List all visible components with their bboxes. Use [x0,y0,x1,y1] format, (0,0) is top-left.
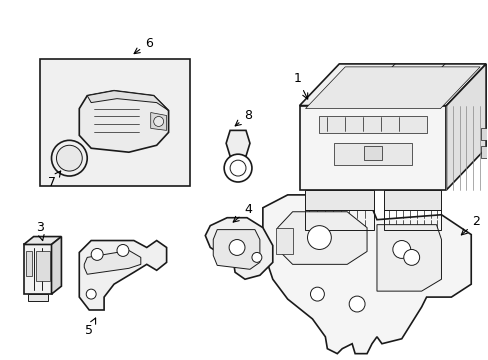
Text: 5: 5 [85,318,95,337]
Polygon shape [277,212,366,264]
Polygon shape [225,130,249,156]
Polygon shape [364,146,381,160]
Circle shape [224,154,251,182]
Polygon shape [319,116,426,133]
Circle shape [229,239,244,255]
Circle shape [153,117,163,126]
Circle shape [86,289,96,299]
Polygon shape [383,190,441,210]
FancyBboxPatch shape [40,59,190,186]
Polygon shape [299,64,485,105]
Circle shape [251,252,262,262]
Polygon shape [28,294,47,301]
Text: 1: 1 [293,72,307,99]
Circle shape [51,140,87,176]
Text: 3: 3 [36,221,44,240]
Polygon shape [24,244,51,294]
Polygon shape [24,237,61,244]
Polygon shape [480,146,488,158]
Polygon shape [263,195,470,354]
Polygon shape [275,228,292,255]
Polygon shape [334,143,411,165]
Text: 7: 7 [47,171,61,189]
Polygon shape [36,251,49,281]
Polygon shape [376,225,441,291]
Polygon shape [299,105,446,190]
Polygon shape [79,240,166,310]
Polygon shape [305,67,479,109]
Text: 4: 4 [233,203,251,222]
Polygon shape [446,64,485,190]
Text: 2: 2 [460,215,479,235]
Circle shape [403,249,419,265]
Circle shape [392,240,410,258]
Polygon shape [304,190,373,210]
Polygon shape [87,91,168,111]
Circle shape [310,287,324,301]
Circle shape [91,248,103,260]
Polygon shape [205,218,272,279]
Polygon shape [51,237,61,294]
Polygon shape [79,91,168,152]
Text: 8: 8 [235,109,251,126]
Circle shape [56,145,82,171]
Polygon shape [26,251,32,276]
Polygon shape [213,230,259,269]
Text: 6: 6 [134,37,152,54]
Circle shape [117,244,129,256]
Circle shape [230,160,245,176]
Polygon shape [150,113,166,130]
Polygon shape [480,129,488,140]
Circle shape [307,226,331,249]
Polygon shape [84,251,141,274]
Circle shape [348,296,365,312]
